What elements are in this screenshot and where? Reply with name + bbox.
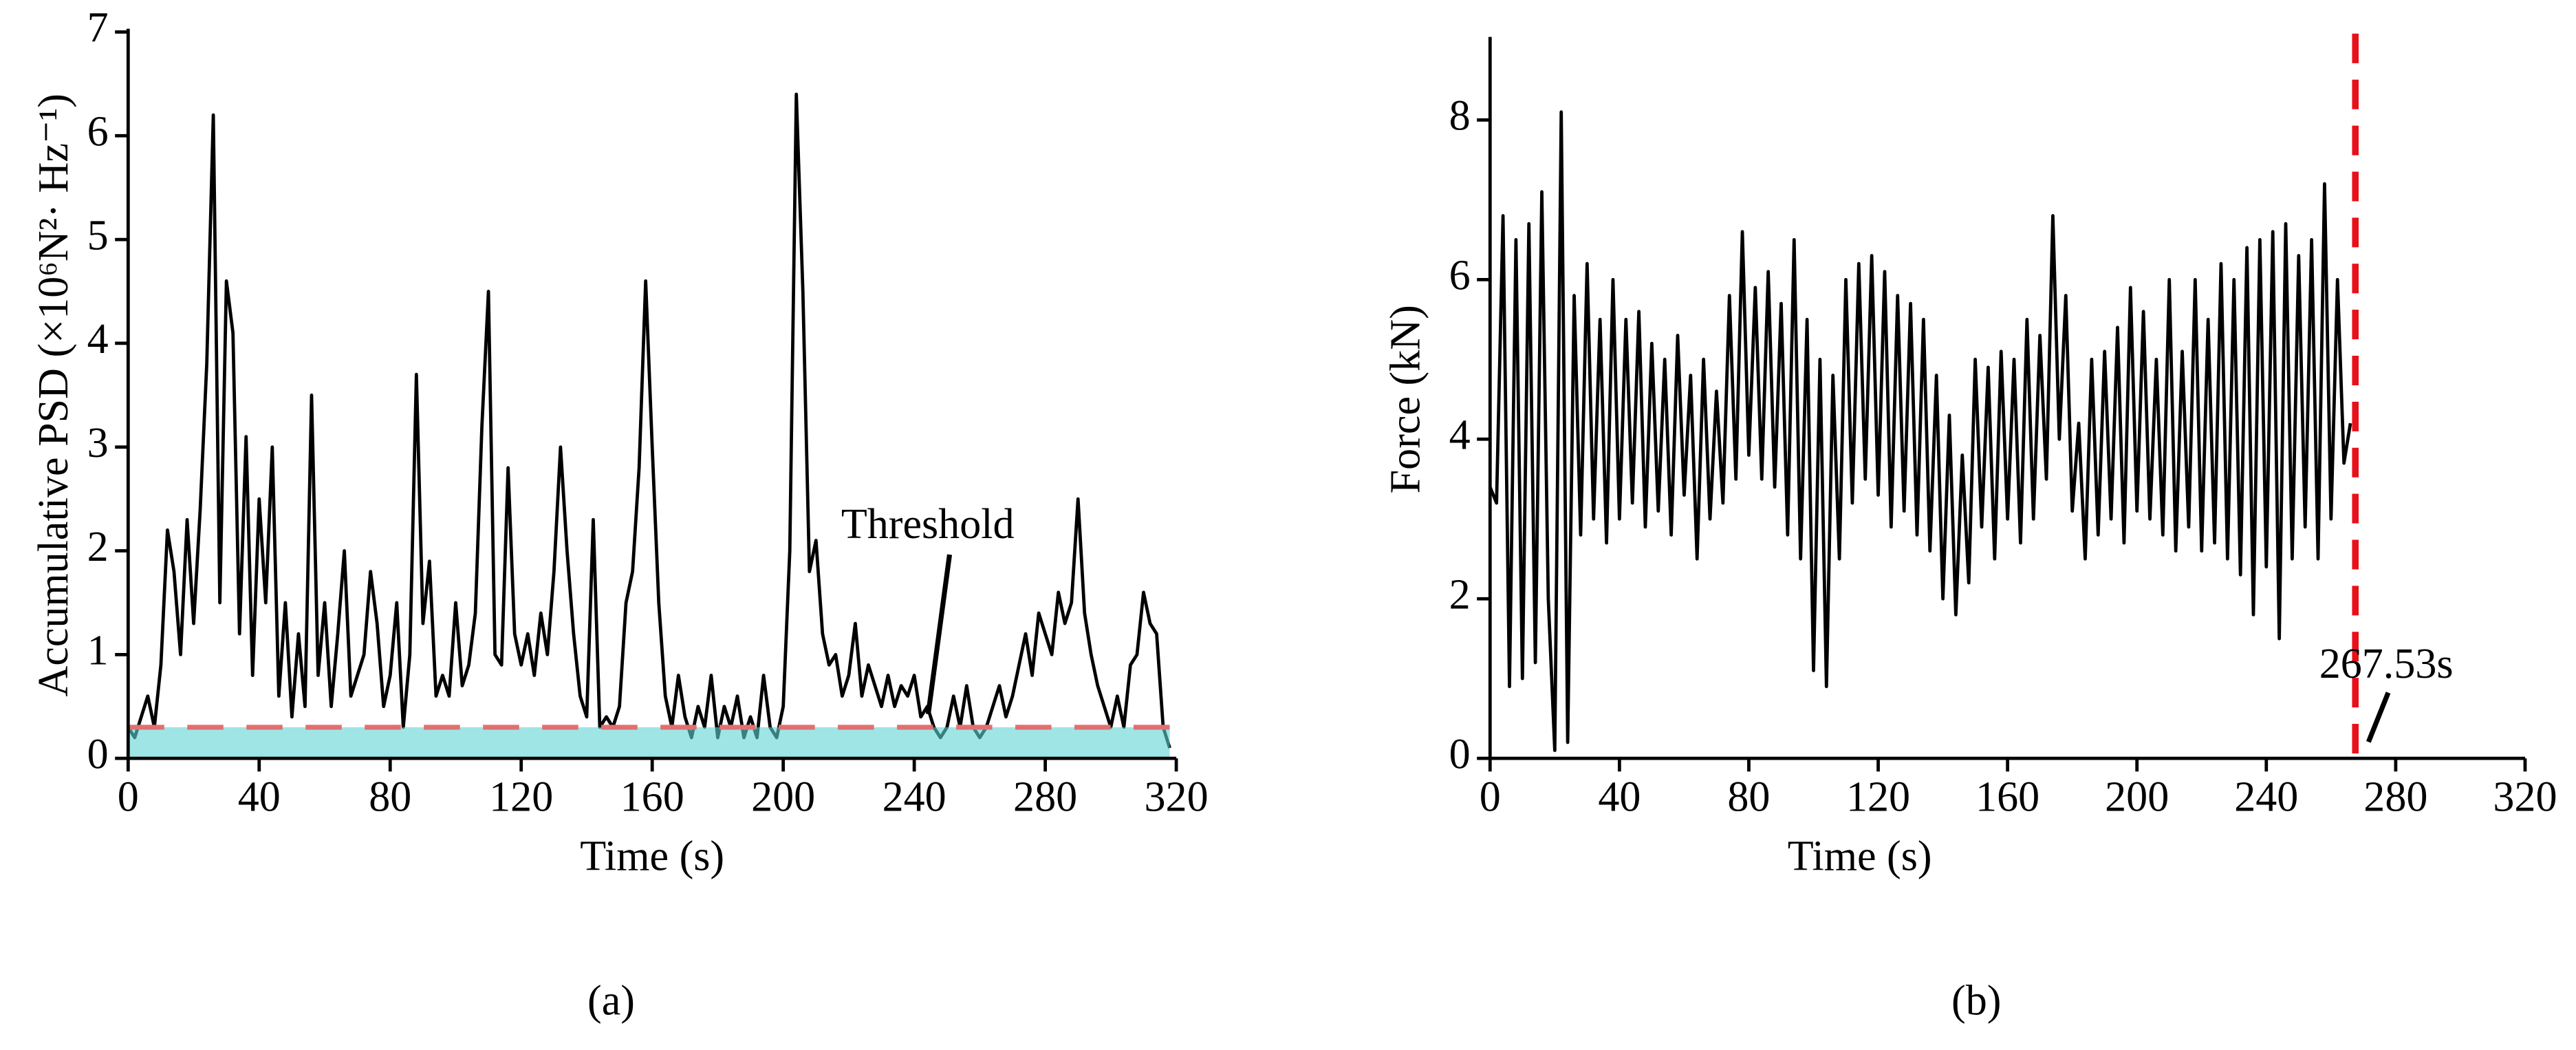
y-axis-label: Accumulative PSD (×10⁶N²· Hz⁻¹) xyxy=(30,94,77,697)
x-tick-label: 0 xyxy=(118,774,139,821)
x-tick-label: 320 xyxy=(1145,774,1209,821)
y-tick-label: 4 xyxy=(1449,412,1471,459)
y-tick-label: 0 xyxy=(87,731,109,778)
y-tick-label: 2 xyxy=(1449,571,1471,618)
y-tick-label: 1 xyxy=(87,628,109,674)
x-tick-label: 80 xyxy=(369,774,411,821)
data-line xyxy=(127,92,1171,749)
x-tick-label: 80 xyxy=(1727,774,1770,821)
panel-label: (b) xyxy=(1951,978,2001,1025)
marker-pointer xyxy=(2366,692,2391,743)
y-tick-label: 6 xyxy=(1449,253,1471,299)
data-line xyxy=(1489,110,2352,752)
y-tick-label: 5 xyxy=(87,212,109,259)
x-tick-label: 240 xyxy=(883,774,946,821)
y-tick-label: 3 xyxy=(87,420,109,467)
x-tick-label: 200 xyxy=(751,774,815,821)
y-tick-label: 4 xyxy=(87,316,109,363)
x-axis-label: Time (s) xyxy=(580,833,724,879)
threshold-band xyxy=(128,727,1170,759)
x-tick-label: 120 xyxy=(1846,774,1910,821)
y-tick-label: 2 xyxy=(87,524,109,570)
y-tick-label: 0 xyxy=(1449,731,1471,778)
x-tick-label: 280 xyxy=(1013,774,1077,821)
y-tick-label: 7 xyxy=(87,5,109,52)
x-tick-label: 40 xyxy=(238,774,281,821)
x-tick-label: 40 xyxy=(1598,774,1641,821)
x-tick-label: 0 xyxy=(1480,774,1501,821)
threshold-pointer xyxy=(925,554,953,715)
threshold-label: Threshold xyxy=(841,501,1015,548)
x-tick-label: 200 xyxy=(2105,774,2169,821)
y-tick-label: 8 xyxy=(1449,93,1471,140)
y-tick-label: 6 xyxy=(87,109,109,156)
y-axis-label: Force (kN) xyxy=(1382,305,1429,493)
x-tick-label: 320 xyxy=(2493,774,2557,821)
x-tick-label: 240 xyxy=(2234,774,2298,821)
x-tick-label: 280 xyxy=(2363,774,2427,821)
panel-label: (a) xyxy=(587,978,635,1025)
x-tick-label: 160 xyxy=(620,774,684,821)
x-tick-label: 160 xyxy=(1976,774,2039,821)
marker-label: 267.53s xyxy=(2319,641,2454,687)
x-axis-label: Time (s) xyxy=(1788,833,1932,879)
x-tick-label: 120 xyxy=(489,774,553,821)
